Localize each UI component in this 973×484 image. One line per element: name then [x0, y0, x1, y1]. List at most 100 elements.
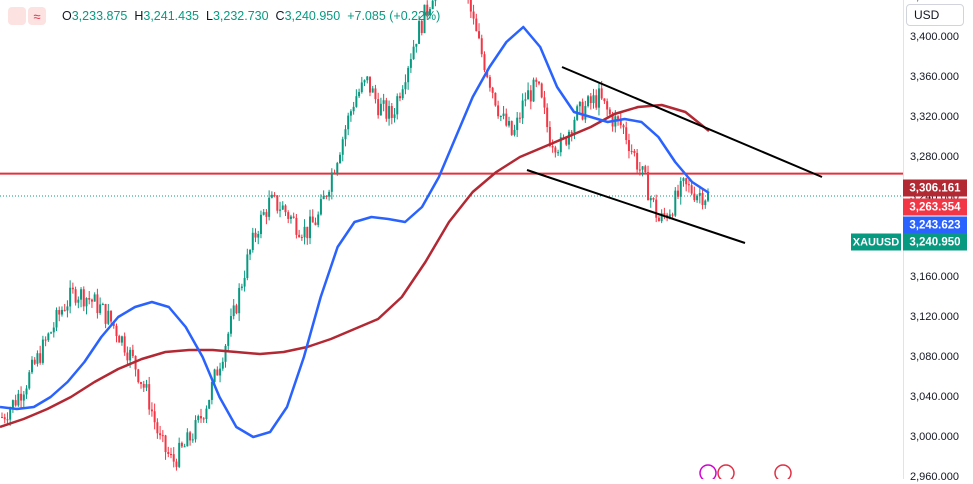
- candle-body: [142, 383, 145, 388]
- candle-body: [537, 81, 540, 84]
- candle-body: [120, 336, 123, 343]
- candle-body: [578, 101, 581, 107]
- candle-body: [540, 83, 543, 98]
- candle-body: [393, 114, 396, 118]
- candle-body: [636, 152, 639, 170]
- ma-slow-badge: 3,306.161: [903, 179, 967, 197]
- candle-body: [52, 327, 55, 333]
- candle-body: [480, 38, 483, 55]
- candle-body: [368, 76, 371, 93]
- candle-body: [347, 115, 350, 130]
- candle-body: [309, 216, 312, 239]
- candle-body: [508, 121, 511, 126]
- low-label: L: [205, 9, 213, 23]
- candle-body: [377, 99, 380, 116]
- indicator-toggle-icon[interactable]: [8, 7, 26, 25]
- candle-body: [140, 382, 143, 384]
- candle-body: [488, 77, 491, 88]
- candle-body: [183, 446, 186, 448]
- lightning-flag-icon: [699, 464, 717, 482]
- candle-body: [22, 394, 25, 401]
- candle-body: [229, 316, 232, 334]
- candle-body: [284, 205, 287, 213]
- ma-fast-badge: 3,243.623: [903, 216, 967, 234]
- candle-body: [529, 90, 532, 102]
- candle-body: [303, 226, 306, 238]
- candle-body: [289, 216, 292, 219]
- candle-body: [524, 99, 527, 101]
- candle-body: [668, 214, 671, 219]
- candle-body: [232, 305, 235, 317]
- price-tick-label: 3,000.000: [910, 431, 959, 443]
- price-tick-label: 3,160.000: [910, 271, 959, 283]
- candle-body: [227, 333, 230, 346]
- candle-body: [96, 294, 99, 313]
- candle-body: [50, 332, 53, 334]
- candle-body: [483, 54, 486, 71]
- chart-canvas[interactable]: [0, 0, 903, 482]
- candle-body: [426, 4, 429, 15]
- candle-body: [66, 306, 69, 311]
- change-value: +7.085 (+0.22%): [347, 9, 441, 23]
- candle-body: [475, 18, 478, 32]
- candle-body: [502, 113, 505, 116]
- candle-body: [216, 369, 219, 376]
- candle-body: [606, 101, 609, 110]
- candle-body: [679, 181, 682, 197]
- candle-body: [497, 105, 500, 117]
- candle-body: [344, 129, 347, 140]
- candle-body: [249, 249, 252, 255]
- candle-body: [107, 310, 110, 324]
- candle-body: [287, 212, 290, 219]
- candle-body: [499, 115, 502, 117]
- high-value: 3,241.435: [143, 9, 199, 23]
- candle-body: [622, 125, 625, 128]
- currency-selector[interactable]: USD: [906, 4, 964, 26]
- candle-body: [330, 172, 333, 192]
- candle-body: [518, 117, 521, 119]
- candle-body: [649, 198, 652, 201]
- candle-body: [3, 417, 6, 420]
- candle-body: [423, 4, 426, 34]
- last-price-badge: 3,240.950: [903, 233, 967, 251]
- candle-body: [322, 196, 325, 200]
- candle-body: [268, 197, 271, 217]
- candle-body: [363, 80, 366, 83]
- candle-body: [197, 416, 200, 421]
- candle-body: [551, 146, 554, 148]
- candle-body: [170, 453, 173, 455]
- ohlc-legend: ≈ O 3,233.875 H 3,241.435 L 3,232.730 C …: [8, 6, 440, 26]
- candle-body: [314, 222, 317, 225]
- candle-body: [382, 100, 385, 104]
- candle-body: [164, 435, 167, 453]
- open-value: 3,233.875: [71, 9, 128, 23]
- candle-body: [273, 194, 276, 196]
- candle-body: [104, 304, 107, 324]
- candle-body: [360, 82, 363, 93]
- candle-body: [339, 154, 342, 164]
- candle-body: [44, 339, 47, 341]
- candle-body: [20, 393, 23, 401]
- candle-body: [647, 172, 650, 201]
- candle-body: [584, 106, 587, 120]
- price-tick-label: 3,040.000: [910, 391, 959, 403]
- compare-wave-icon[interactable]: ≈: [28, 7, 46, 25]
- candle-body: [557, 152, 560, 154]
- candle-body: [682, 178, 685, 182]
- close-label: C: [275, 9, 285, 23]
- chart-area[interactable]: [0, 0, 903, 482]
- candle-body: [213, 369, 216, 382]
- candle-body: [420, 21, 423, 34]
- price-tick-label: 3,280.000: [910, 151, 959, 163]
- candle-body: [349, 111, 352, 116]
- candle-body: [25, 388, 28, 395]
- candle-body: [276, 195, 279, 211]
- low-value: 3,232.730: [212, 9, 269, 23]
- candle-body: [47, 333, 50, 341]
- candle-body: [82, 289, 85, 307]
- candle-body: [129, 349, 132, 361]
- candle-body: [153, 411, 156, 423]
- candle-body: [570, 131, 573, 134]
- us-flag-icon: [717, 464, 735, 482]
- horizontal-line-badge: 3,263.354: [903, 198, 967, 216]
